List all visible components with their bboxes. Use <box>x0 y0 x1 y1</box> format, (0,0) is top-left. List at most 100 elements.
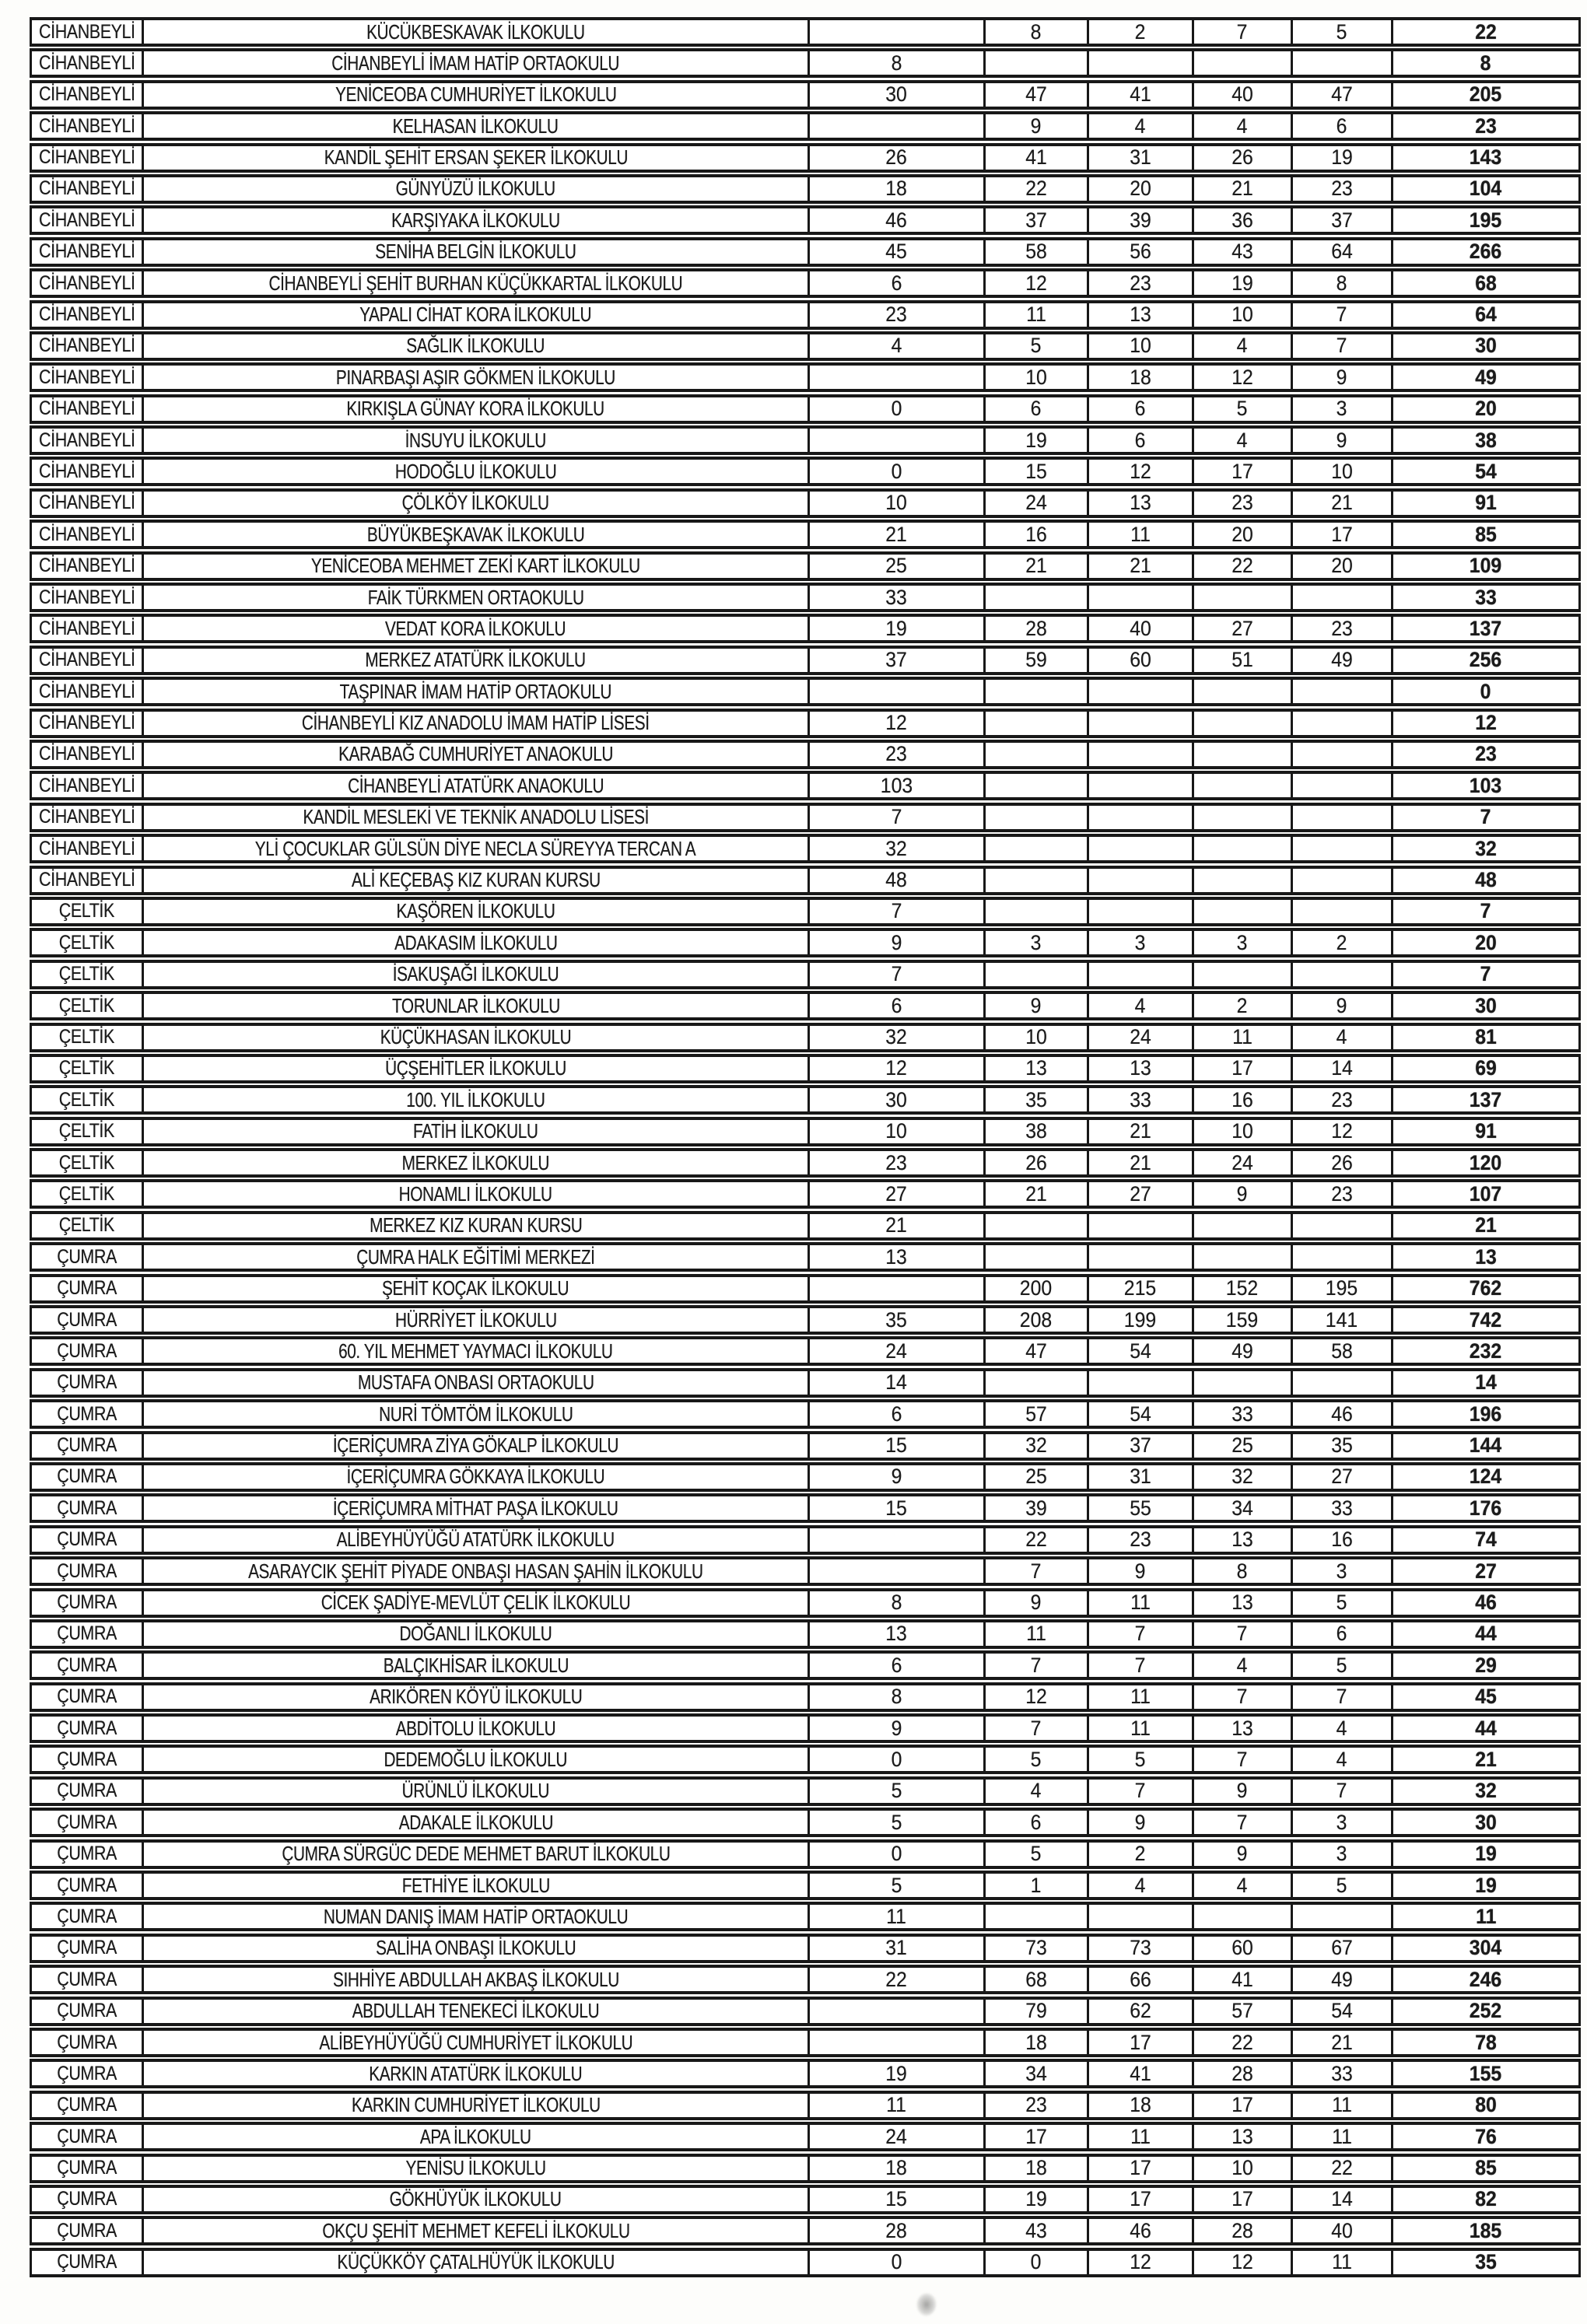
total-cell: 7 <box>1393 963 1578 986</box>
count-cell-4 <box>1194 680 1293 704</box>
cell-text: CİHANBEYLİ <box>38 649 135 671</box>
cell-value: 45 <box>1475 1685 1497 1709</box>
cell-value: 32 <box>1475 837 1497 860</box>
cell-value: 30 <box>1475 994 1497 1017</box>
cell-value: 3 <box>1337 397 1347 421</box>
cell-value: 11 <box>1026 1622 1046 1646</box>
cell-text: ASARAYCIK ŞEHİT PİYADE ONBAŞI HASAN ŞAHİ… <box>248 1559 703 1583</box>
table-row: ÇUMRA ÇUMRA HALK EĞİTİMİ MERKEZİ 13 13 <box>30 1242 1581 1272</box>
school-name-cell: KIRKIŞLA GÜNAY KORA İLKOKULU <box>144 397 810 421</box>
cell-text: CİHANBEYLİ ŞEHİT BURHAN KÜÇÜKKARTAL İLKO… <box>268 271 683 295</box>
school-name-cell: YENİCEOBA MEHMET ZEKİ KART İLKOKULU <box>144 554 810 578</box>
cell-value: 33 <box>1331 2062 1353 2085</box>
count-cell-1: 22 <box>810 1968 986 1992</box>
table-row: ÇUMRA NUMAN DANIŞ İMAM HATİP ORTAOKULU 11 1… <box>30 1902 1581 1932</box>
table-row: ÇUMRA NURİ TÖMTÖM İLKOKULU 6 57 54 33 46 196 <box>30 1399 1581 1430</box>
cell-value: 49 <box>1331 648 1353 672</box>
table-row: CİHANBEYLİ KANDİL ŞEHİT ERSAN ŞEKER İLKOK… <box>30 142 1581 173</box>
cell-value: 205 <box>1470 82 1502 107</box>
cell-value: 21 <box>885 1213 908 1237</box>
table-row: ÇUMRA ÇUMRA SÜRGÜC DEDE MEHMET BARUT İLKO… <box>30 1839 1581 1869</box>
count-cell-4 <box>1194 1213 1293 1237</box>
table-row: CİHANBEYLİ CİHANBEYLİ KIZ ANADOLU İMAM HA… <box>30 708 1581 738</box>
count-cell-1: 103 <box>810 774 986 798</box>
cell-value: 144 <box>1470 1433 1502 1458</box>
count-cell-4: 12 <box>1194 366 1293 390</box>
cell-value: 11 <box>886 1905 907 1928</box>
cell-value: 7 <box>1337 1685 1347 1709</box>
total-cell: 81 <box>1393 1026 1578 1049</box>
count-cell-2: 28 <box>986 617 1089 641</box>
total-cell: 185 <box>1393 2219 1578 2242</box>
cell-value: 13 <box>1130 303 1151 327</box>
school-name-cell: ALİ KEÇEBAŞ KIZ KURAN KURSU <box>144 868 810 892</box>
school-name-cell: KÜÇÜKKÖY ÇATALHÜYÜK İLKOKULU <box>144 2250 810 2274</box>
district-cell: CİHANBEYLİ <box>32 711 144 735</box>
cell-text: CİHANBEYLİ <box>38 429 135 451</box>
district-cell: CİHANBEYLİ <box>32 208 144 233</box>
table-row: CİHANBEYLİ CİHANBEYLİ ŞEHİT BURHAN KÜÇÜKK… <box>30 268 1581 299</box>
cell-value: 8 <box>1480 51 1491 75</box>
school-name-cell: MERKEZ İLKOKULU <box>144 1151 810 1175</box>
cell-value: 12 <box>1130 2250 1151 2274</box>
count-cell-5 <box>1293 899 1393 923</box>
cell-value: 10 <box>1231 2156 1253 2180</box>
cell-value: 59 <box>1025 648 1047 672</box>
cell-value: 27 <box>1475 1559 1497 1583</box>
cell-value: 196 <box>1470 1402 1502 1426</box>
count-cell-1: 15 <box>810 2187 986 2211</box>
cell-value: 143 <box>1470 145 1502 170</box>
total-cell: 304 <box>1393 1937 1578 1960</box>
cell-value: 4 <box>1337 1748 1347 1771</box>
cell-text: ÇUMRA <box>57 1717 117 1739</box>
count-cell-5: 11 <box>1293 2125 1393 2149</box>
count-cell-1: 32 <box>810 837 986 861</box>
count-cell-4: 33 <box>1194 1402 1293 1426</box>
count-cell-3: 4 <box>1089 994 1194 1018</box>
count-cell-2: 17 <box>986 2125 1089 2149</box>
count-cell-3: 11 <box>1089 2125 1194 2149</box>
total-cell: 104 <box>1393 177 1578 201</box>
cell-text: ÇUMRA HALK EĞİTİMİ MERKEZİ <box>356 1245 595 1269</box>
cell-text: ÇUMRA <box>57 2188 117 2210</box>
total-cell: 176 <box>1393 1496 1578 1520</box>
total-cell: 33 <box>1393 586 1578 609</box>
cell-value: 3 <box>1337 1842 1347 1866</box>
count-cell-1 <box>810 20 986 44</box>
cell-value: 17 <box>1231 2093 1253 2117</box>
count-cell-3: 3 <box>1089 931 1194 955</box>
district-cell: ÇUMRA <box>32 1308 144 1332</box>
count-cell-3 <box>1089 899 1194 923</box>
cell-text: ÇUMRA <box>57 1371 117 1394</box>
cell-value: 21 <box>1331 2031 1353 2054</box>
count-cell-2: 3 <box>986 931 1089 955</box>
school-name-cell: MERKEZ ATATÜRK İLKOKULU <box>144 648 810 672</box>
school-name-cell: ÇUMRA SÜRGÜC DEDE MEHMET BARUT İLKOKULU <box>144 1842 810 1866</box>
count-cell-3 <box>1089 742 1194 766</box>
cell-text: GÜNYÜZÜ İLKOKULU <box>395 177 556 201</box>
district-cell: CİHANBEYLİ <box>32 51 144 75</box>
cell-value: 11 <box>1130 2125 1151 2148</box>
count-cell-2: 26 <box>986 1151 1089 1175</box>
cell-value: 56 <box>1130 240 1151 264</box>
table-row: ÇELTİK MERKEZ İLKOKULU 23 26 21 24 26 120 <box>30 1148 1581 1178</box>
count-cell-3 <box>1089 962 1194 986</box>
total-cell: 48 <box>1393 869 1578 892</box>
cell-value: 4 <box>1237 334 1248 358</box>
district-cell: ÇUMRA <box>32 1999 144 2023</box>
count-cell-2: 47 <box>986 82 1089 107</box>
cell-value: 35 <box>1025 1088 1047 1111</box>
cell-value: 5 <box>1337 1874 1347 1897</box>
cell-value: 8 <box>891 1685 902 1709</box>
count-cell-4: 13 <box>1194 1591 1293 1615</box>
total-cell: 246 <box>1393 1968 1578 1991</box>
cell-text: ÇELTİK <box>58 994 115 1017</box>
cell-value: 11 <box>886 2093 907 2117</box>
cell-value: 21 <box>1475 1213 1497 1237</box>
district-cell: ÇUMRA <box>32 1622 144 1646</box>
district-cell: ÇELTİK <box>32 1151 144 1175</box>
cell-value: 48 <box>1475 868 1497 892</box>
count-cell-3: 2 <box>1089 20 1194 44</box>
cell-value: 30 <box>1475 1811 1497 1834</box>
count-cell-1: 5 <box>810 1779 986 1803</box>
